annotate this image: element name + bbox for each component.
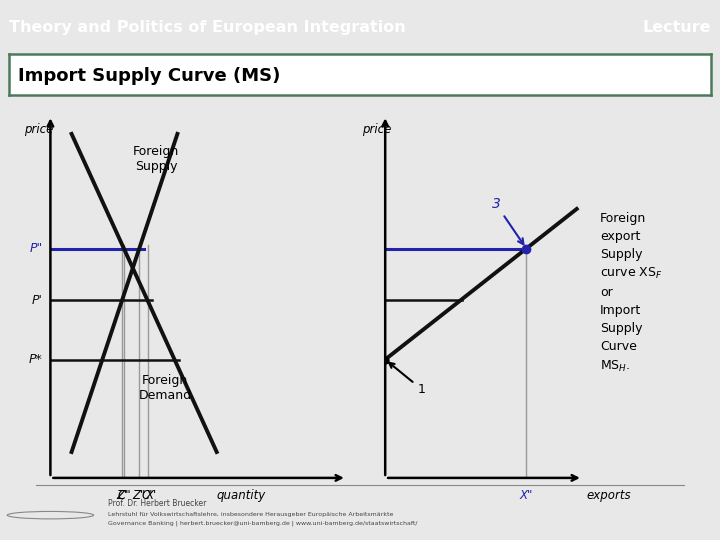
Text: 2: 2	[0, 539, 1, 540]
Text: C': C'	[142, 489, 153, 502]
Text: P": P"	[30, 242, 43, 255]
Text: Foreign
export
Supply
curve XS$_F$
or
Import
Supply
Curve
MS$_H$.: Foreign export Supply curve XS$_F$ or Im…	[600, 212, 662, 374]
Text: price: price	[362, 123, 392, 136]
Text: P': P'	[32, 294, 43, 307]
Text: Prof. Dr. Herbert Bruecker: Prof. Dr. Herbert Bruecker	[108, 499, 207, 508]
Text: exports: exports	[587, 489, 631, 502]
Text: X': X'	[145, 489, 157, 502]
Text: Foreign
Supply: Foreign Supply	[133, 145, 179, 173]
Text: Theory and Politics of European Integration: Theory and Politics of European Integrat…	[9, 20, 406, 35]
Text: Governance Banking | herbert.bruecker@uni-bamberg.de | www.uni-bamberg.de/staats: Governance Banking | herbert.bruecker@un…	[108, 521, 418, 526]
Text: quantity: quantity	[216, 489, 266, 502]
Text: Lecture: Lecture	[642, 20, 711, 35]
Text: Z": Z"	[132, 489, 146, 502]
Text: 1: 1	[389, 363, 426, 396]
Text: Z': Z'	[117, 489, 127, 502]
Text: Import Supply Curve (MS): Import Supply Curve (MS)	[18, 68, 280, 85]
Text: P*: P*	[29, 353, 43, 366]
Text: C": C"	[117, 489, 131, 502]
Text: 3: 3	[492, 197, 523, 244]
Text: Foreign
Demand: Foreign Demand	[139, 374, 192, 402]
Text: Lehrstuhl für Volkswirtschaftslehre, insbesondere Herausgeber Europäische Arbeit: Lehrstuhl für Volkswirtschaftslehre, ins…	[108, 512, 393, 517]
Text: X": X"	[520, 489, 533, 502]
Text: price: price	[24, 123, 53, 136]
